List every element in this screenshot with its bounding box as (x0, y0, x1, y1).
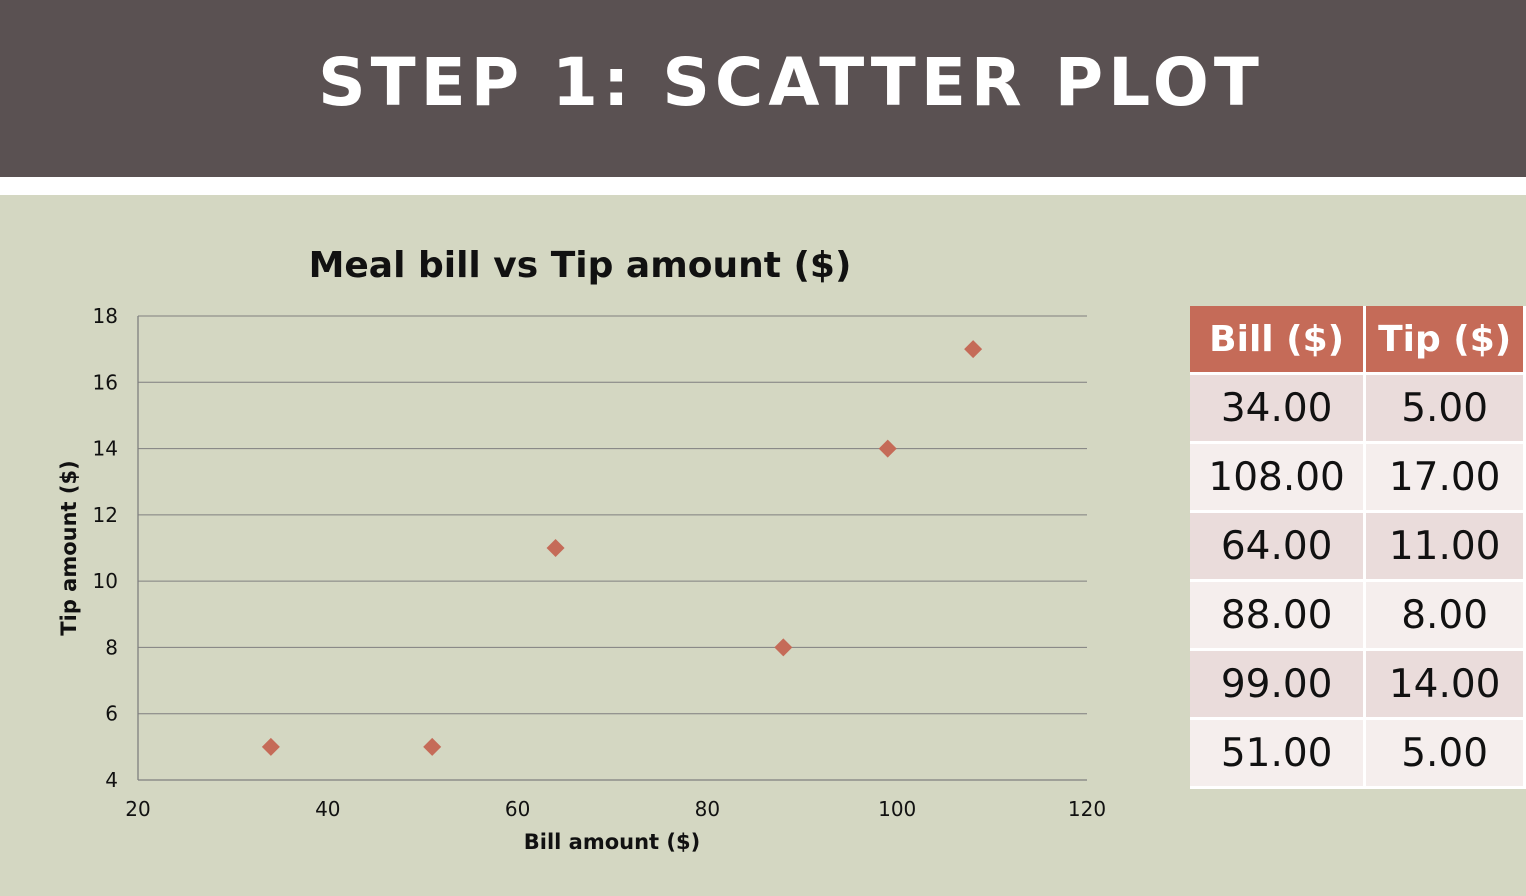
tip-cell: 14.00 (1364, 649, 1526, 720)
y-tick-label: 18 (93, 304, 118, 328)
bill-cell: 88.00 (1190, 580, 1367, 651)
bill-cell: 64.00 (1190, 511, 1367, 582)
table-row: 88.00 8.00 (1190, 580, 1526, 651)
data-point (423, 737, 442, 756)
data-point (546, 539, 565, 557)
tip-cell: 11.00 (1364, 511, 1526, 582)
x-tick-label: 120 (1068, 797, 1106, 821)
slide-header: STEP 1: SCATTER PLOT (0, 0, 1526, 177)
y-tick-label: 14 (93, 437, 118, 461)
x-tick-label: 100 (878, 797, 916, 821)
tip-cell: 5.00 (1364, 718, 1526, 789)
chart-title: Meal bill vs Tip amount ($) (309, 245, 852, 286)
tick-layer: 4 6 8 10 12 14 16 18 20 40 60 80 100 120 (93, 304, 1107, 821)
x-tick-label: 40 (315, 797, 340, 821)
data-point (878, 439, 897, 458)
table-row: 108.00 17.00 (1190, 442, 1526, 513)
column-header-bill: Bill ($) (1190, 306, 1367, 375)
y-tick-label: 12 (93, 503, 118, 527)
table-header-row: Bill ($) Tip ($) (1190, 306, 1526, 375)
bill-cell: 108.00 (1190, 442, 1367, 513)
slide-title: STEP 1: SCATTER PLOT (318, 44, 1264, 121)
x-tick-label: 60 (505, 797, 530, 821)
tip-cell: 5.00 (1364, 373, 1526, 444)
y-axis-label: Tip amount ($) (57, 460, 81, 635)
y-tick-label: 8 (105, 635, 118, 659)
data-point (261, 737, 280, 756)
table-row: 64.00 11.00 (1190, 511, 1526, 582)
bill-cell: 34.00 (1190, 373, 1367, 444)
scatter-chart: Meal bill vs Tip amount ($) 4 6 8 10 12 14 16 1… (57, 245, 1107, 854)
bill-cell: 99.00 (1190, 649, 1367, 720)
y-tick-label: 16 (93, 370, 118, 394)
column-header-tip: Tip ($) (1364, 306, 1526, 375)
y-tick-label: 10 (93, 569, 118, 593)
grid-layer (137, 315, 1087, 781)
x-tick-label: 80 (695, 797, 720, 821)
y-tick-label: 6 (105, 702, 118, 726)
table-row: 34.00 5.00 (1190, 373, 1526, 444)
table-row: 99.00 14.00 (1190, 649, 1526, 720)
data-point (964, 340, 983, 359)
tip-cell: 17.00 (1364, 442, 1526, 513)
table-row: 51.00 5.00 (1190, 718, 1526, 789)
bill-cell: 51.00 (1190, 718, 1367, 789)
data-point (774, 638, 793, 657)
data-table: Bill ($) Tip ($) 34.00 5.00 108.00 17.00… (1190, 306, 1526, 789)
point-layer (261, 340, 983, 756)
tip-cell: 8.00 (1364, 580, 1526, 651)
y-tick-label: 4 (105, 768, 118, 792)
x-axis-label: Bill amount ($) (524, 830, 700, 854)
header-divider (0, 177, 1526, 195)
x-tick-label: 20 (125, 797, 150, 821)
